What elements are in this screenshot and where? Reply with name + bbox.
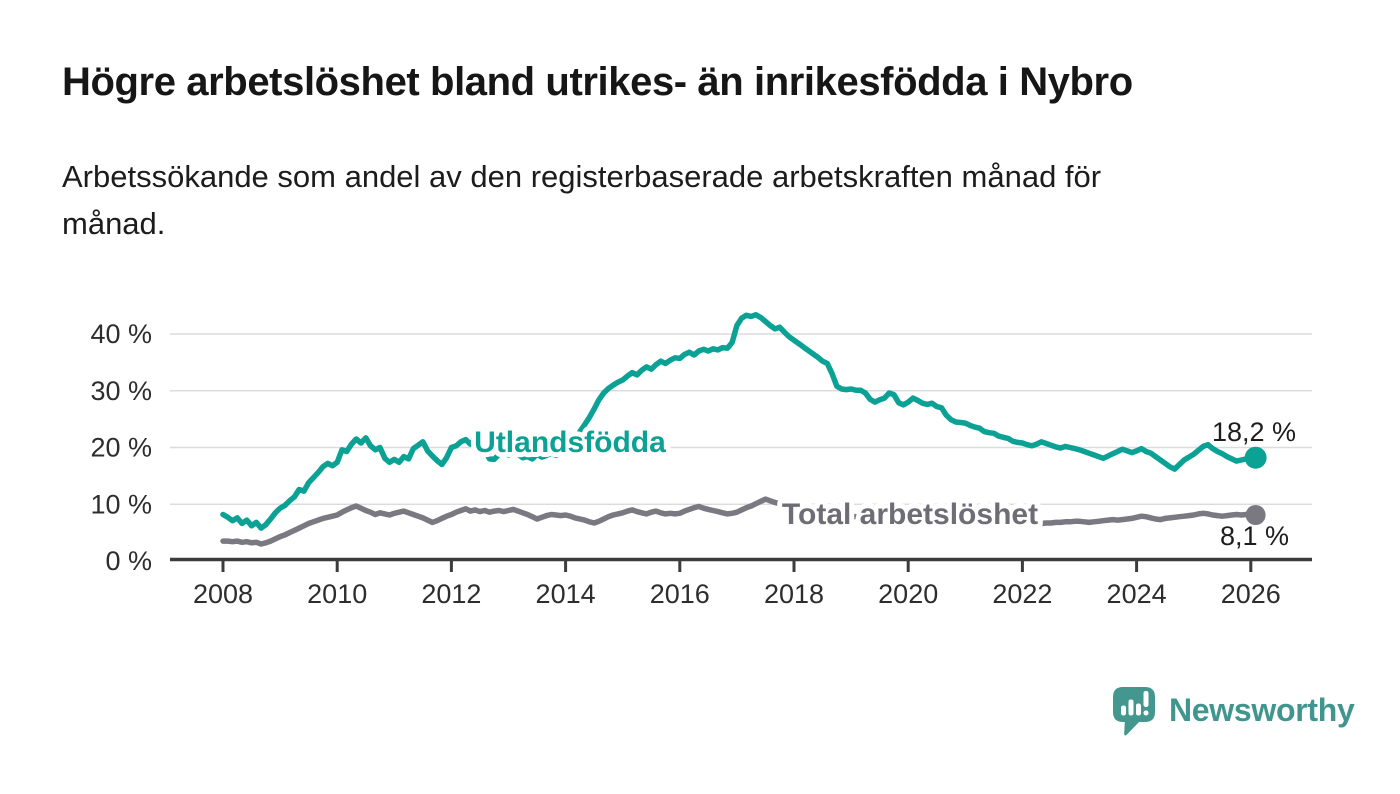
x-axis-tick-label: 2024 <box>1107 579 1167 609</box>
chart-subtitle-line1: Arbetssökande som andel av den registerb… <box>62 159 1102 194</box>
end-value-label-total-arbetsloshet: 8,1 % <box>1220 521 1289 551</box>
y-axis-tick-label: 20 % <box>90 433 152 463</box>
series-label-utlandsfodda: Utlandsfödda <box>474 426 666 459</box>
x-axis-tick-label: 2014 <box>536 579 596 609</box>
x-axis-tick-label: 2022 <box>992 579 1052 609</box>
series-lines <box>220 311 1259 547</box>
x-axis-tick-label: 2020 <box>878 579 938 609</box>
newsworthy-logo: Newsworthy <box>1110 684 1355 737</box>
gridlines <box>170 333 1312 505</box>
x-axis-tick-label: 2012 <box>421 579 481 609</box>
series-line-0 <box>220 311 1259 531</box>
end-value-label-utlandsfodda: 18,2 % <box>1212 417 1296 447</box>
page-title: Högre arbetslöshet bland utrikes- än inr… <box>62 60 1133 104</box>
series-line-1 <box>220 496 1259 547</box>
y-axis-tick-label: 0 % <box>105 546 152 576</box>
y-axis-tick-label: 30 % <box>90 376 152 406</box>
axes: 0 % 10 % 20 % 30 % 40 % 2008 2010 2012 2014 2016 2… <box>90 319 1312 609</box>
x-axis-tick-label: 2016 <box>650 579 710 609</box>
y-axis-tick-label: 10 % <box>90 489 152 519</box>
series-end-dots <box>1244 446 1267 525</box>
chart-subtitle: Arbetssökande som andel av den registerb… <box>62 153 1302 247</box>
x-axis-tick-label: 2018 <box>764 579 824 609</box>
series-end-dot-1 <box>1245 505 1266 525</box>
x-axis-tick-label: 2010 <box>307 579 367 609</box>
series-end-dot-0 <box>1244 446 1267 469</box>
newsworthy-logo-icon <box>1113 687 1155 736</box>
x-axis-tick-label: 2026 <box>1221 579 1281 609</box>
y-axis-tick-label: 40 % <box>90 319 152 349</box>
newsworthy-logo-text: Newsworthy <box>1169 692 1355 728</box>
chart-subtitle-line2: månad. <box>62 206 166 241</box>
series-label-total-arbetsloshet: Total arbetslöshet <box>782 498 1038 531</box>
x-axis-tick-label: 2008 <box>193 579 253 609</box>
